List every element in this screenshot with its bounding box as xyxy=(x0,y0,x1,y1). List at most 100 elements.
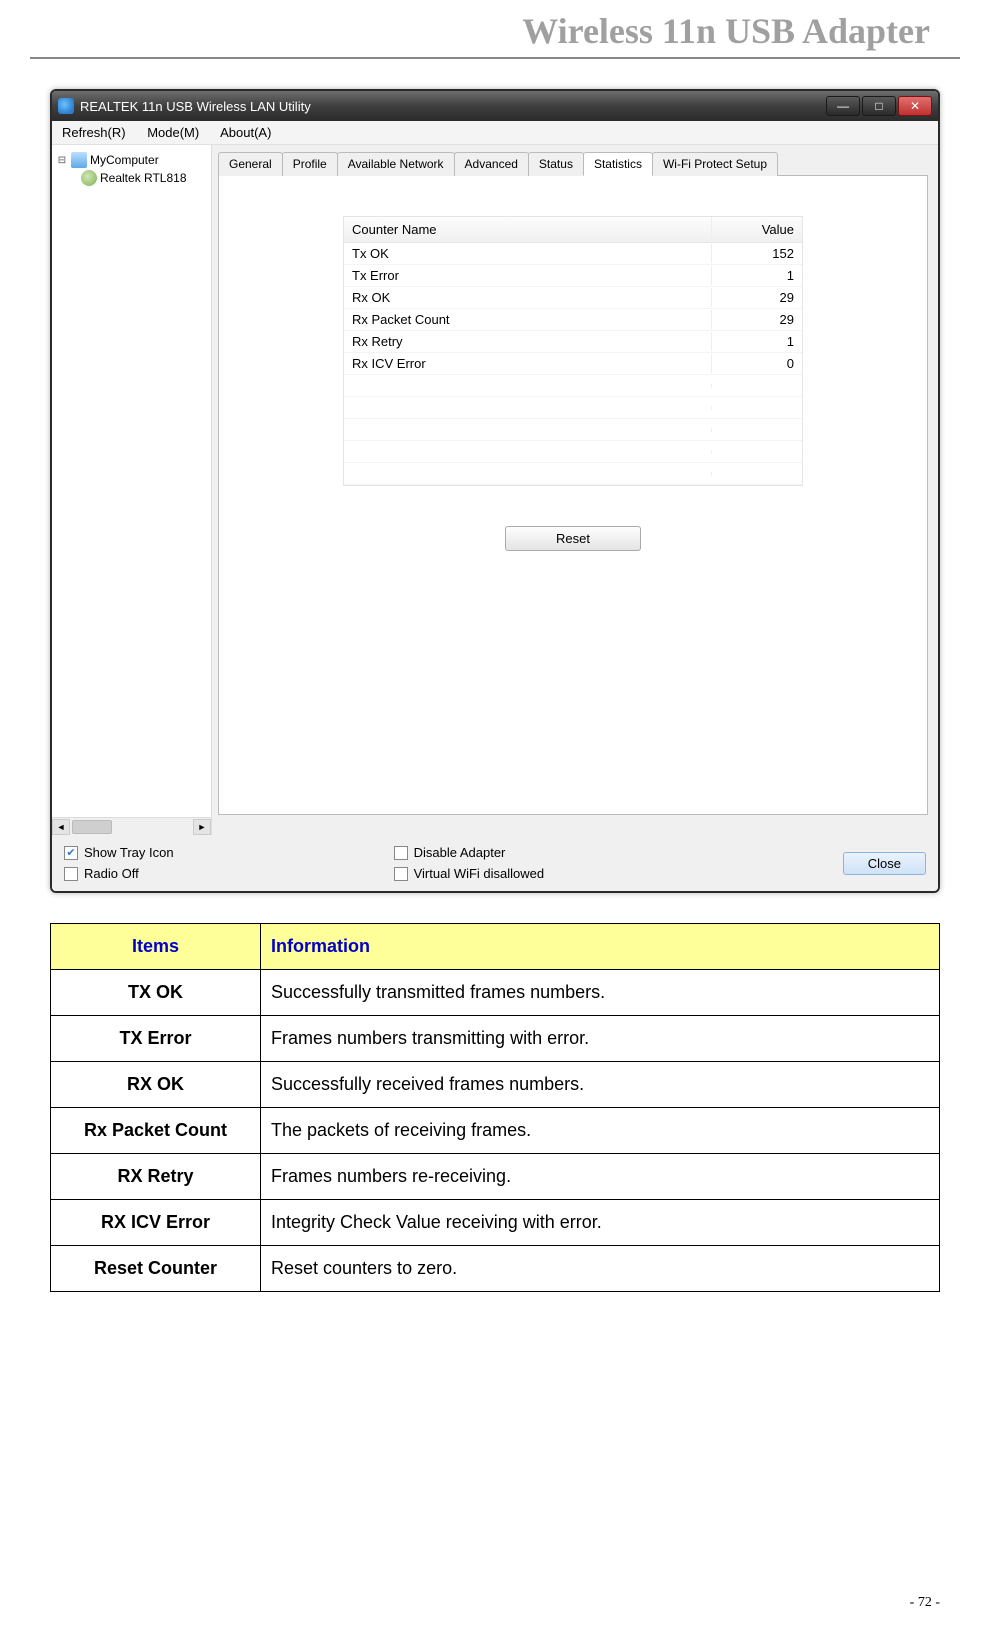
defs-item: RX OK xyxy=(51,1062,261,1108)
defs-info: Frames numbers re-receiving. xyxy=(261,1154,940,1200)
app-icon xyxy=(58,98,74,114)
menu-mode[interactable]: Mode(M) xyxy=(147,125,199,140)
stats-cell-name: Tx Error xyxy=(344,266,712,285)
checkbox-label: Show Tray Icon xyxy=(84,845,174,860)
stats-row-empty xyxy=(344,441,802,463)
tab-profile[interactable]: Profile xyxy=(282,152,338,176)
tab-statistics[interactable]: Statistics xyxy=(583,152,653,176)
defs-header-info: Information xyxy=(261,924,940,970)
stats-row-empty xyxy=(344,419,802,441)
scroll-thumb[interactable] xyxy=(72,820,112,834)
close-button[interactable]: Close xyxy=(843,852,926,875)
page-title: Wireless 11n USB Adapter xyxy=(60,10,930,52)
defs-item: Rx Packet Count xyxy=(51,1108,261,1154)
maximize-button[interactable]: □ xyxy=(862,96,896,116)
window-title: REALTEK 11n USB Wireless LAN Utility xyxy=(80,99,826,114)
defs-row: TX OKSuccessfully transmitted frames num… xyxy=(51,970,940,1016)
stats-row[interactable]: Tx Error1 xyxy=(344,265,802,287)
checkbox-box[interactable]: ✔ xyxy=(64,846,78,860)
tab-status[interactable]: Status xyxy=(528,152,584,176)
tab-wi-fi-protect-setup[interactable]: Wi-Fi Protect Setup xyxy=(652,152,778,176)
defs-info: Reset counters to zero. xyxy=(261,1246,940,1292)
checkbox-box[interactable] xyxy=(394,867,408,881)
defs-info: Successfully transmitted frames numbers. xyxy=(261,970,940,1016)
stats-cell-value: 152 xyxy=(712,244,802,263)
checkbox-disable-adapter[interactable]: Disable Adapter xyxy=(394,845,545,860)
stats-row[interactable]: Tx OK152 xyxy=(344,243,802,265)
defs-info: The packets of receiving frames. xyxy=(261,1108,940,1154)
checkbox-label: Virtual WiFi disallowed xyxy=(414,866,545,881)
stats-row[interactable]: Rx Retry1 xyxy=(344,331,802,353)
close-window-button[interactable]: ✕ xyxy=(898,96,932,116)
stats-row-empty xyxy=(344,397,802,419)
tab-general[interactable]: General xyxy=(218,152,283,176)
stats-table: Counter Name Value Tx OK152Tx Error1Rx O… xyxy=(343,216,803,486)
stats-cell-name: Rx Packet Count xyxy=(344,310,712,329)
main-pane: GeneralProfileAvailable NetworkAdvancedS… xyxy=(212,145,938,835)
defs-row: Rx Packet CountThe packets of receiving … xyxy=(51,1108,940,1154)
tree-collapse-icon[interactable]: ⊟ xyxy=(56,155,68,166)
defs-row: RX ICV ErrorIntegrity Check Value receiv… xyxy=(51,1200,940,1246)
checkbox-label: Radio Off xyxy=(84,866,139,881)
defs-info: Integrity Check Value receiving with err… xyxy=(261,1200,940,1246)
stats-cell-value: 1 xyxy=(712,332,802,351)
stats-row[interactable]: Rx OK29 xyxy=(344,287,802,309)
defs-info: Frames numbers transmitting with error. xyxy=(261,1016,940,1062)
tab-body-statistics: Counter Name Value Tx OK152Tx Error1Rx O… xyxy=(218,175,928,815)
stats-cell-name: Rx Retry xyxy=(344,332,712,351)
tree-root[interactable]: ⊟ MyComputer xyxy=(56,151,207,169)
scroll-left-icon[interactable]: ◄ xyxy=(52,819,70,835)
defs-row: Reset CounterReset counters to zero. xyxy=(51,1246,940,1292)
bottom-bar: ✔ Show Tray Icon Radio Off Disable Adapter… xyxy=(52,835,938,891)
stats-row[interactable]: Rx Packet Count29 xyxy=(344,309,802,331)
tab-advanced[interactable]: Advanced xyxy=(454,152,529,176)
defs-item: RX Retry xyxy=(51,1154,261,1200)
stats-header-name[interactable]: Counter Name xyxy=(344,217,712,242)
tree-child-label: Realtek RTL818 xyxy=(100,171,187,185)
tree-child[interactable]: Realtek RTL818 xyxy=(56,169,207,187)
defs-item: RX ICV Error xyxy=(51,1200,261,1246)
adapter-icon xyxy=(81,170,97,186)
menu-about[interactable]: About(A) xyxy=(220,125,271,140)
tree-root-label: MyComputer xyxy=(90,153,159,167)
checkbox-radio-off[interactable]: Radio Off xyxy=(64,866,174,881)
defs-item: TX Error xyxy=(51,1016,261,1062)
app-window: REALTEK 11n USB Wireless LAN Utility — □… xyxy=(50,89,940,893)
scroll-right-icon[interactable]: ► xyxy=(193,819,211,835)
minimize-button[interactable]: — xyxy=(826,96,860,116)
checkbox-virtual-wifi-disallowed[interactable]: Virtual WiFi disallowed xyxy=(394,866,545,881)
page-header: Wireless 11n USB Adapter xyxy=(30,0,960,59)
checkbox-box[interactable] xyxy=(394,846,408,860)
stats-cell-value: 0 xyxy=(712,354,802,373)
menu-refresh[interactable]: Refresh(R) xyxy=(62,125,126,140)
tree-scrollbar[interactable]: ◄ ► xyxy=(52,817,211,835)
title-bar[interactable]: REALTEK 11n USB Wireless LAN Utility — □… xyxy=(52,91,938,121)
computer-icon xyxy=(71,152,87,168)
stats-row[interactable]: Rx ICV Error0 xyxy=(344,353,802,375)
stats-cell-name: Tx OK xyxy=(344,244,712,263)
defs-header-items: Items xyxy=(51,924,261,970)
definitions-table: Items Information TX OKSuccessfully tran… xyxy=(50,923,940,1292)
checkbox-box[interactable] xyxy=(64,867,78,881)
checkbox-show-tray-icon[interactable]: ✔ Show Tray Icon xyxy=(64,845,174,860)
stats-cell-name: Rx OK xyxy=(344,288,712,307)
reset-button[interactable]: Reset xyxy=(505,526,641,551)
defs-item: Reset Counter xyxy=(51,1246,261,1292)
stats-cell-value: 29 xyxy=(712,288,802,307)
checkbox-label: Disable Adapter xyxy=(414,845,506,860)
stats-cell-name: Rx ICV Error xyxy=(344,354,712,373)
tree-pane: ⊟ MyComputer Realtek RTL818 ◄ ► xyxy=(52,145,212,835)
tab-available-network[interactable]: Available Network xyxy=(337,152,455,176)
defs-info: Successfully received frames numbers. xyxy=(261,1062,940,1108)
stats-cell-value: 1 xyxy=(712,266,802,285)
defs-row: TX ErrorFrames numbers transmitting with… xyxy=(51,1016,940,1062)
defs-row: RX OKSuccessfully received frames number… xyxy=(51,1062,940,1108)
defs-item: TX OK xyxy=(51,970,261,1016)
menu-bar: Refresh(R) Mode(M) About(A) xyxy=(52,121,938,145)
stats-row-empty xyxy=(344,375,802,397)
page-number: - 72 - xyxy=(910,1595,940,1611)
stats-row-empty xyxy=(344,463,802,485)
stats-cell-value: 29 xyxy=(712,310,802,329)
defs-row: RX RetryFrames numbers re-receiving. xyxy=(51,1154,940,1200)
stats-header-value[interactable]: Value xyxy=(712,217,802,242)
